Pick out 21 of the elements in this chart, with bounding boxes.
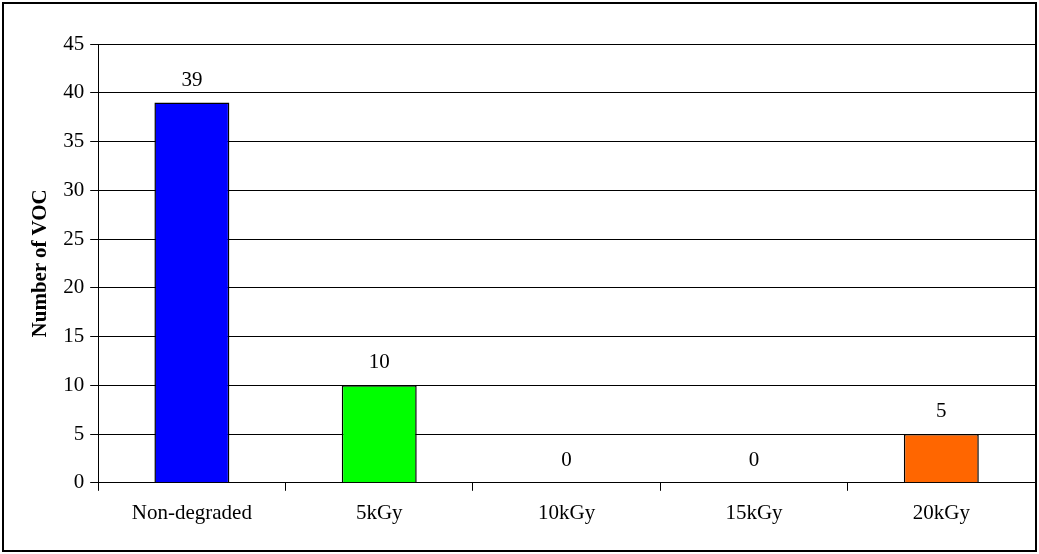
y-tick-label: 20 [63, 274, 85, 299]
y-tick-label: 25 [63, 225, 85, 250]
data-label: 0 [748, 446, 760, 471]
y-tick-label: 35 [63, 128, 85, 153]
x-tick-label: 20kGy [912, 499, 971, 524]
x-tick-label: Non-degraded [131, 499, 253, 524]
x-tick-label: 10kGy [538, 499, 596, 524]
y-tick-label: 5 [73, 420, 85, 445]
data-label: 0 [561, 446, 572, 471]
x-tick-label: 15kGy [725, 499, 784, 524]
y-tick-label: 15 [63, 323, 85, 348]
y-tick-label: 45 [63, 30, 85, 55]
data-label: 5 [936, 398, 947, 423]
data-label: 10 [368, 349, 390, 374]
data-label: 39 [181, 66, 203, 91]
y-tick-label: 30 [63, 176, 85, 201]
x-tick-label: 5kGy [355, 499, 404, 524]
y-tick-label: 0 [73, 469, 85, 494]
y-tick-label: 10 [63, 371, 85, 396]
y-tick-label: 40 [63, 79, 85, 104]
y-axis-title: Number of VOC [27, 189, 52, 338]
